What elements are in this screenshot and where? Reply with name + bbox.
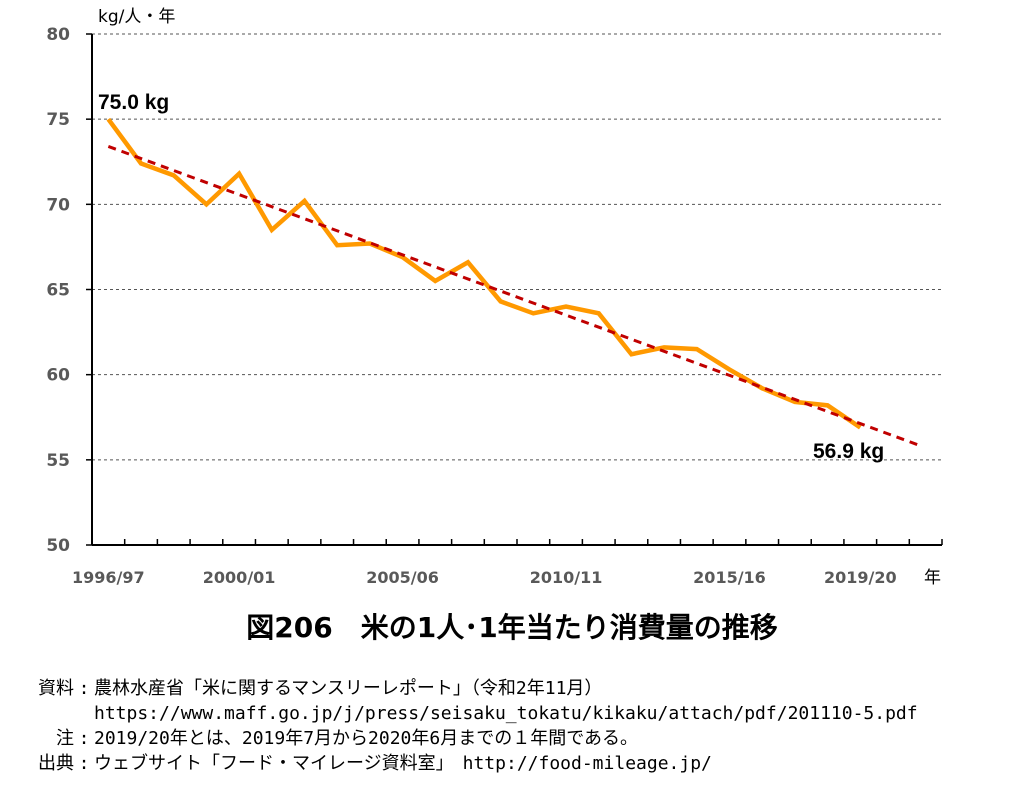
annotation-last-value: 56.9 kg bbox=[813, 440, 884, 463]
x-tick-label: 2000/01 bbox=[203, 568, 276, 587]
note-key: 注 bbox=[56, 728, 74, 749]
separator: : bbox=[78, 753, 90, 774]
y-tick-label: 75 bbox=[46, 110, 70, 130]
y-tick-label: 60 bbox=[46, 366, 70, 386]
origin-row: 出典: ウェブサイト「フード・マイレージ資料室」 http://food-mile… bbox=[10, 751, 918, 776]
x-axis-unit-label: 年 bbox=[924, 568, 941, 588]
y-tick-label: 50 bbox=[46, 536, 70, 556]
x-tick-labels: 1996/97 2000/01 2005/06 2010/11 2015/16 2019/… bbox=[72, 568, 897, 587]
trendline-dashed bbox=[107, 145, 923, 448]
series-line bbox=[106, 117, 862, 430]
y-tick-label: 80 bbox=[46, 25, 70, 45]
footer-notes: 資料: 農林水産省「米に関するマンスリーレポート」（令和2年11月） https:… bbox=[10, 676, 918, 776]
series bbox=[106, 117, 862, 430]
x-tick-label: 2005/06 bbox=[366, 568, 439, 587]
y-tick-label: 65 bbox=[46, 281, 70, 301]
x-tick-label: 1996/97 bbox=[72, 568, 145, 587]
source-row: 資料: 農林水産省「米に関するマンスリーレポート」（令和2年11月） bbox=[10, 676, 918, 701]
origin-key: 出典 bbox=[38, 753, 74, 774]
chart: 50 55 60 65 70 75 80 1996/97 2000/01 2005/06 2010… bbox=[46, 7, 943, 588]
source-url: https://www.maff.go.jp/j/press/seisaku_t… bbox=[94, 703, 918, 724]
y-tick-label: 55 bbox=[46, 451, 70, 471]
gridlines bbox=[92, 33, 942, 461]
x-tick-label: 2019/20 bbox=[824, 568, 897, 587]
x-tick-label: 2015/16 bbox=[693, 568, 766, 587]
chart-title: 図206 米の1人･1年当たり消費量の推移 bbox=[246, 611, 778, 644]
y-tick-label: 70 bbox=[46, 195, 70, 215]
source-text: 農林水産省「米に関するマンスリーレポート」（令和2年11月） bbox=[94, 678, 603, 699]
note-row: 注:2019/20年とは、2019年7月から2020年6月までの１年間である。 bbox=[10, 726, 918, 751]
trendline bbox=[107, 145, 923, 448]
note-text: 2019/20年とは、2019年7月から2020年6月までの１年間である。 bbox=[94, 728, 639, 749]
y-tick-labels: 50 55 60 65 70 75 80 bbox=[46, 25, 70, 556]
annotation-first-value: 75.0 kg bbox=[98, 91, 169, 114]
separator: : bbox=[78, 678, 90, 699]
x-tick-label: 2010/11 bbox=[530, 568, 603, 587]
separator: : bbox=[78, 728, 90, 749]
y-axis-unit-label: kg/人・年 bbox=[98, 7, 175, 27]
source-url-row: https://www.maff.go.jp/j/press/seisaku_t… bbox=[10, 701, 918, 726]
origin-text: ウェブサイト「フード・マイレージ資料室」 http://food-mileage… bbox=[94, 753, 712, 774]
axes bbox=[86, 33, 943, 546]
source-key: 資料 bbox=[38, 678, 74, 699]
